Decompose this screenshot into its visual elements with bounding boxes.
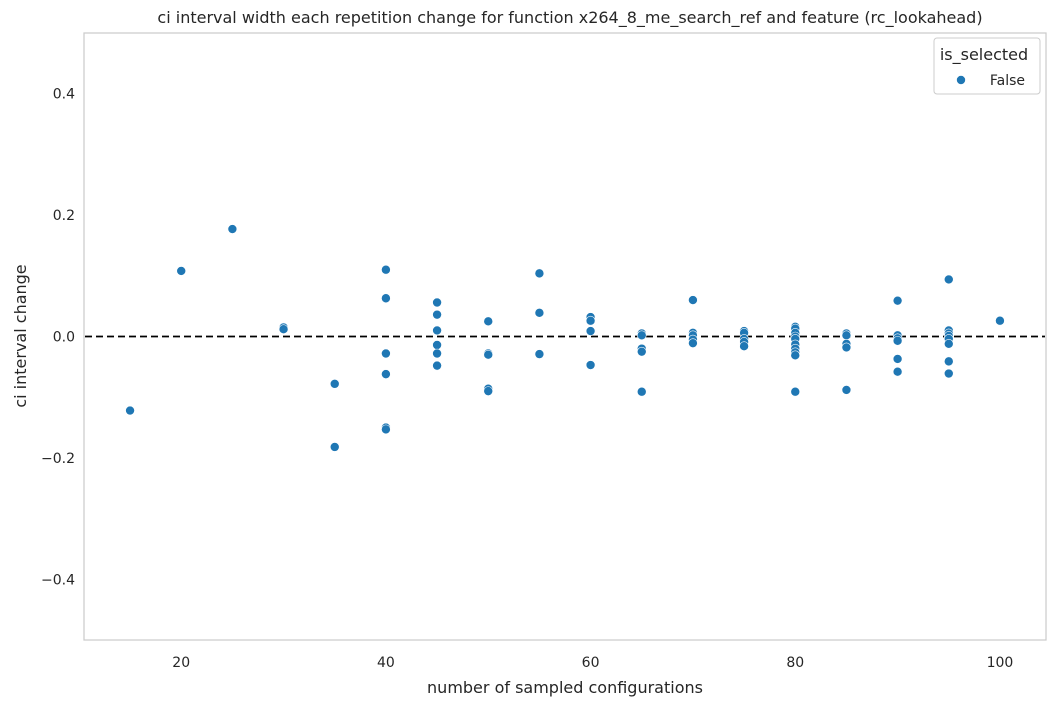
legend-label-false: False bbox=[990, 73, 1025, 89]
data-point bbox=[943, 356, 954, 367]
data-point bbox=[381, 293, 391, 304]
data-point bbox=[636, 346, 647, 357]
data-point bbox=[483, 316, 494, 327]
data-point bbox=[790, 386, 801, 397]
y-tick-label: −0.2 bbox=[41, 451, 75, 467]
data-point bbox=[227, 224, 238, 234]
x-tick-labels: 20 40 60 80 100 bbox=[172, 655, 1013, 671]
data-point bbox=[790, 350, 801, 361]
data-point bbox=[534, 308, 545, 318]
data-point bbox=[432, 297, 442, 308]
data-point bbox=[943, 368, 954, 379]
data-point bbox=[892, 366, 903, 377]
data-point bbox=[432, 360, 442, 371]
data-point bbox=[329, 442, 340, 452]
data-point bbox=[585, 315, 596, 326]
legend-title: is_selected bbox=[940, 45, 1028, 65]
data-point bbox=[995, 315, 1005, 326]
y-tick-label: 0.0 bbox=[53, 330, 75, 346]
y-tick-label: −0.4 bbox=[41, 572, 75, 588]
chart-title: ci interval width each repetition change… bbox=[157, 8, 982, 28]
data-point bbox=[381, 264, 391, 275]
x-tick-label: 60 bbox=[582, 655, 600, 671]
data-point bbox=[688, 338, 698, 348]
data-point bbox=[585, 326, 596, 336]
data-point bbox=[125, 405, 135, 416]
y-tick-label: 0.4 bbox=[53, 87, 75, 103]
data-point bbox=[688, 295, 698, 305]
x-tick-label: 100 bbox=[987, 655, 1014, 671]
y-axis-label: ci interval change bbox=[11, 264, 30, 407]
data-points bbox=[125, 224, 1005, 452]
data-point bbox=[432, 340, 442, 350]
data-point bbox=[841, 330, 852, 341]
data-point bbox=[892, 295, 903, 306]
data-point bbox=[534, 349, 545, 359]
data-point bbox=[534, 268, 545, 279]
x-tick-label: 40 bbox=[377, 655, 395, 671]
data-point bbox=[892, 354, 903, 364]
data-point bbox=[483, 386, 494, 396]
data-point bbox=[176, 266, 187, 276]
data-point bbox=[943, 338, 954, 349]
data-point bbox=[381, 369, 391, 379]
data-point bbox=[943, 274, 954, 285]
data-point bbox=[841, 342, 852, 353]
data-point bbox=[739, 341, 749, 352]
x-tick-label: 80 bbox=[786, 655, 804, 671]
data-point bbox=[636, 330, 647, 341]
x-tick-label: 20 bbox=[172, 655, 190, 671]
y-tick-labels: −0.4 −0.2 0.0 0.2 0.4 bbox=[41, 87, 75, 589]
data-point bbox=[636, 386, 647, 397]
data-point bbox=[841, 385, 852, 395]
data-point bbox=[432, 348, 442, 359]
data-point bbox=[483, 349, 494, 360]
legend: is_selected False bbox=[933, 37, 1041, 95]
y-tick-label: 0.2 bbox=[53, 208, 75, 224]
data-point bbox=[381, 348, 391, 359]
data-point bbox=[329, 379, 340, 389]
data-point bbox=[381, 424, 391, 435]
data-point bbox=[278, 324, 289, 335]
x-axis-label: number of sampled configurations bbox=[427, 678, 703, 697]
data-point bbox=[432, 325, 442, 336]
data-point bbox=[892, 335, 903, 346]
data-point bbox=[585, 360, 596, 370]
legend-marker-false bbox=[956, 75, 966, 85]
data-point bbox=[432, 309, 442, 320]
